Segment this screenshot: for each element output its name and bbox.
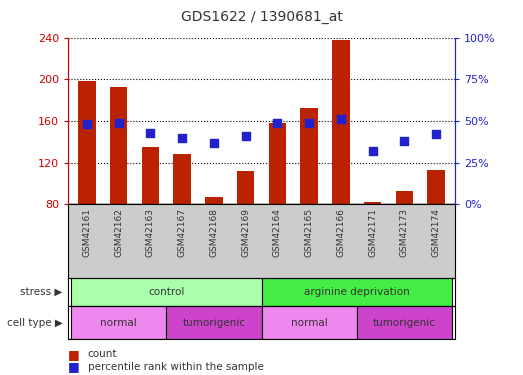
- Text: normal: normal: [291, 318, 327, 327]
- Bar: [142, 147, 159, 204]
- Text: GSM42165: GSM42165: [304, 208, 314, 257]
- Bar: [269, 123, 286, 204]
- Bar: [71, 278, 262, 306]
- Text: percentile rank within the sample: percentile rank within the sample: [88, 362, 264, 372]
- Bar: [357, 306, 452, 339]
- Text: GSM42171: GSM42171: [368, 208, 377, 257]
- Bar: [332, 40, 349, 204]
- Bar: [78, 81, 96, 204]
- Point: [368, 148, 377, 154]
- Text: GSM42161: GSM42161: [83, 208, 92, 257]
- Text: control: control: [148, 286, 185, 297]
- Text: stress ▶: stress ▶: [20, 286, 63, 297]
- Point: [337, 116, 345, 122]
- Text: arginine deprivation: arginine deprivation: [304, 286, 410, 297]
- Bar: [237, 171, 254, 204]
- Bar: [262, 278, 452, 306]
- Text: tumorigenic: tumorigenic: [183, 318, 245, 327]
- Text: GDS1622 / 1390681_at: GDS1622 / 1390681_at: [180, 10, 343, 24]
- Text: GSM42166: GSM42166: [336, 208, 345, 257]
- Point: [146, 130, 155, 136]
- Point: [210, 140, 218, 146]
- Point: [400, 138, 408, 144]
- Text: GSM42173: GSM42173: [400, 208, 409, 257]
- Text: normal: normal: [100, 318, 137, 327]
- Bar: [427, 170, 445, 204]
- Text: cell type ▶: cell type ▶: [7, 318, 63, 327]
- Text: GSM42169: GSM42169: [241, 208, 250, 257]
- Bar: [166, 306, 262, 339]
- Point: [115, 120, 123, 126]
- Text: GSM42174: GSM42174: [431, 208, 440, 257]
- Point: [273, 120, 281, 126]
- Point: [83, 121, 91, 127]
- Bar: [71, 306, 166, 339]
- Point: [242, 133, 250, 139]
- Bar: [174, 154, 191, 204]
- Bar: [395, 191, 413, 204]
- Bar: [110, 87, 128, 204]
- Bar: [300, 108, 318, 204]
- Text: GSM42167: GSM42167: [178, 208, 187, 257]
- Text: GSM42162: GSM42162: [114, 208, 123, 257]
- Point: [432, 131, 440, 137]
- Text: ■: ■: [68, 348, 79, 361]
- Bar: [205, 197, 223, 204]
- Point: [305, 120, 313, 126]
- Point: [178, 135, 186, 141]
- Text: GSM42163: GSM42163: [146, 208, 155, 257]
- Bar: [262, 306, 357, 339]
- Bar: [364, 202, 381, 204]
- Text: GSM42164: GSM42164: [273, 208, 282, 257]
- Text: tumorigenic: tumorigenic: [373, 318, 436, 327]
- Text: GSM42168: GSM42168: [209, 208, 219, 257]
- Text: ■: ■: [68, 360, 79, 373]
- Text: count: count: [88, 350, 117, 359]
